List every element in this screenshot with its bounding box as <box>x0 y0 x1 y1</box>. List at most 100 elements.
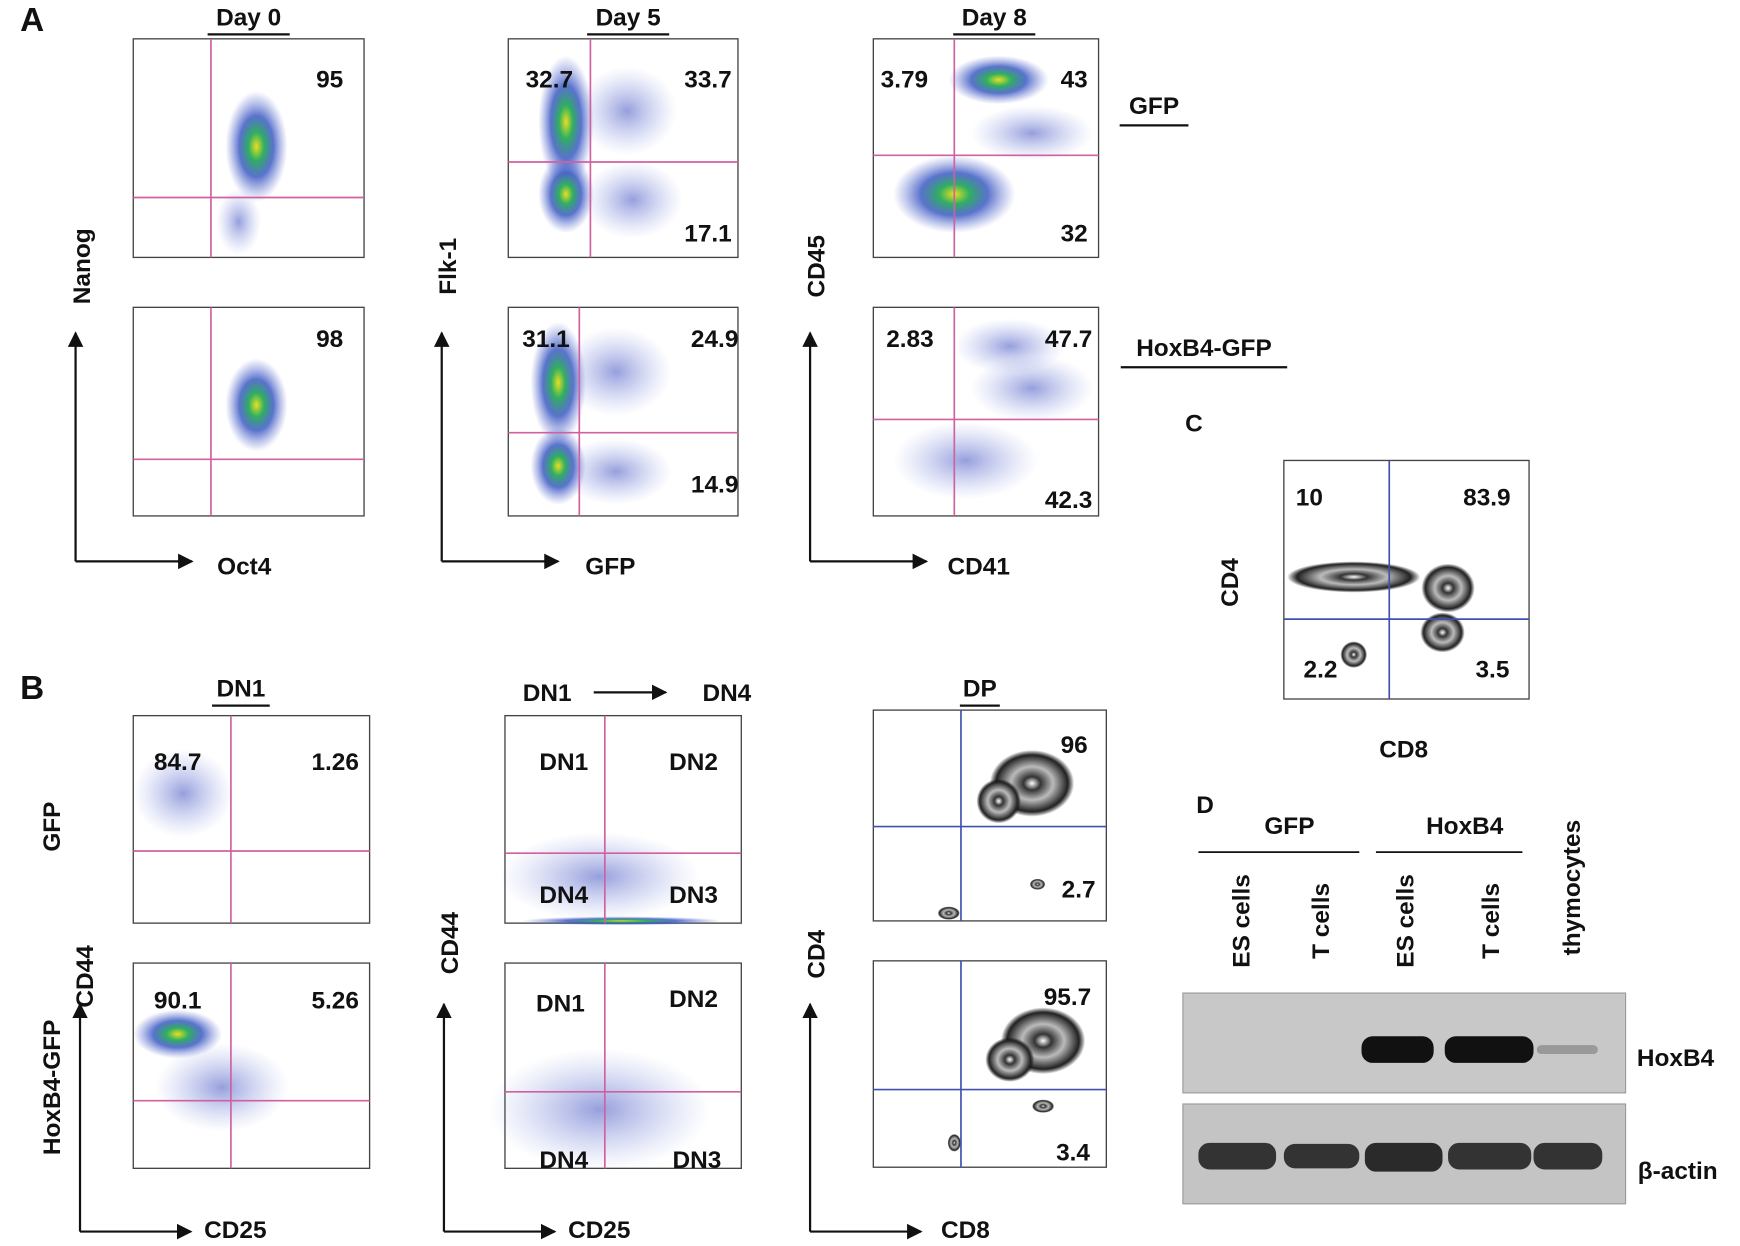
quadrant-value: 10 <box>1296 485 1323 512</box>
quadrant-value: 83.9 <box>1463 485 1510 512</box>
y-axis-label: CD44 <box>72 945 99 1008</box>
y-axis-label: Flk-1 <box>435 238 462 295</box>
quadrant-value: 47.7 <box>1045 326 1092 353</box>
cell-density <box>1421 563 1475 613</box>
quadrant-value: 2.7 <box>1062 876 1096 903</box>
quadrant-value: 98 <box>316 326 343 353</box>
quadrant-value: 24.9 <box>691 326 738 353</box>
panel-label: C <box>1185 410 1203 437</box>
western-blot <box>1182 992 1627 1205</box>
lane-label: ES cells <box>1392 874 1419 968</box>
quadrant-value: DN1 <box>536 991 585 1018</box>
quadrant-value: DN4 <box>539 1147 588 1174</box>
cell-density <box>538 155 594 234</box>
lane-label: ES cells <box>1228 874 1255 968</box>
row-label: GFP <box>39 802 66 852</box>
cell-density <box>970 105 1094 161</box>
y-axis-label: Nanog <box>69 228 96 304</box>
quadrant-value: 17.1 <box>684 221 731 248</box>
quadrant-value: DN3 <box>669 882 718 909</box>
quadrant-value: 90.1 <box>154 987 201 1014</box>
cell-density <box>1340 641 1368 668</box>
y-axis-label: CD4 <box>803 929 830 978</box>
lane-label: T cells <box>1478 883 1505 959</box>
row-label: HoxB4-GFP <box>39 1020 66 1156</box>
quadrant-value: 95 <box>316 66 343 93</box>
quadrant-value: 33.7 <box>684 66 731 93</box>
column-title: DN1 <box>216 676 265 703</box>
quadrant-value: 3.4 <box>1056 1139 1090 1166</box>
quadrant-value: 14.9 <box>691 471 738 498</box>
lane-label: thymocytes <box>1559 820 1586 956</box>
cell-density <box>216 188 261 256</box>
cell-density <box>155 1042 289 1132</box>
x-axis-label: CD25 <box>568 1217 630 1244</box>
cell-density <box>560 438 672 505</box>
group-label: GFP <box>1264 813 1314 840</box>
x-axis-label: CD8 <box>941 1217 990 1244</box>
quadrant-value: DN4 <box>539 882 588 909</box>
quadrant-value: 2.83 <box>886 326 933 353</box>
quadrant-value: DN3 <box>673 1147 722 1174</box>
x-axis-label: Oct4 <box>217 554 272 581</box>
x-axis-label: CD8 <box>1379 737 1428 764</box>
cell-density <box>947 1133 961 1152</box>
cell-density <box>488 1048 711 1171</box>
cell-density <box>582 160 683 239</box>
row-label: GFP <box>1129 93 1179 120</box>
panel-label: A <box>20 2 44 39</box>
column-title: DP <box>963 676 997 703</box>
quadrant-value: 31.1 <box>522 326 569 353</box>
quadrant-value: 3.5 <box>1475 657 1509 684</box>
cell-density <box>970 355 1094 422</box>
column-title: DN4 <box>702 680 751 707</box>
row-label: HoxB4-GFP <box>1136 335 1272 362</box>
quadrant-value: 2.2 <box>1304 657 1338 684</box>
quadrant-value: 1.26 <box>311 749 358 776</box>
cell-density <box>985 1037 1035 1082</box>
band-label: β-actin <box>1638 1158 1718 1185</box>
quadrant-value: 32.7 <box>526 66 573 93</box>
quadrant-value: DN2 <box>669 749 718 776</box>
band-label: HoxB4 <box>1637 1045 1715 1072</box>
cell-density <box>560 327 672 417</box>
x-axis-label: CD41 <box>948 554 1010 581</box>
cell-density <box>976 778 1021 824</box>
cell-density <box>225 90 288 202</box>
cell-density <box>1029 878 1046 890</box>
quadrant-value: 5.26 <box>311 987 358 1014</box>
cell-density <box>893 421 1038 500</box>
column-title: Day 0 <box>216 4 281 31</box>
x-axis-label: CD25 <box>204 1217 266 1244</box>
column-title: DN1 <box>523 680 572 707</box>
panel-label: B <box>20 670 44 707</box>
cell-density <box>937 906 960 920</box>
quadrant-value: 3.79 <box>881 66 928 93</box>
quadrant-value: 84.7 <box>154 749 201 776</box>
cell-density <box>577 66 677 156</box>
panel-label: D <box>1196 792 1214 819</box>
y-axis-label: CD45 <box>803 235 830 297</box>
cell-density <box>948 55 1049 105</box>
quadrant-value: 95.7 <box>1044 984 1091 1011</box>
quadrant-value: 32 <box>1061 221 1088 248</box>
column-title: Day 5 <box>596 4 661 31</box>
cell-density <box>1287 561 1421 593</box>
cell-density <box>538 55 594 189</box>
group-label: HoxB4 <box>1426 813 1504 840</box>
quadrant-value: 42.3 <box>1045 487 1092 514</box>
quadrant-value: DN1 <box>539 749 588 776</box>
x-axis-label: GFP <box>585 554 635 581</box>
quadrant-value: 96 <box>1061 732 1088 759</box>
quadrant-value: DN2 <box>669 986 718 1013</box>
lane-label: T cells <box>1308 883 1335 959</box>
cell-density <box>499 832 700 921</box>
cell-density <box>133 748 234 838</box>
quadrant-value: 43 <box>1061 66 1088 93</box>
cell-density <box>1031 1099 1055 1113</box>
cell-density <box>1420 612 1465 653</box>
cell-density <box>225 358 288 452</box>
y-axis-label: CD4 <box>1217 558 1244 607</box>
column-title: Day 8 <box>962 4 1027 31</box>
